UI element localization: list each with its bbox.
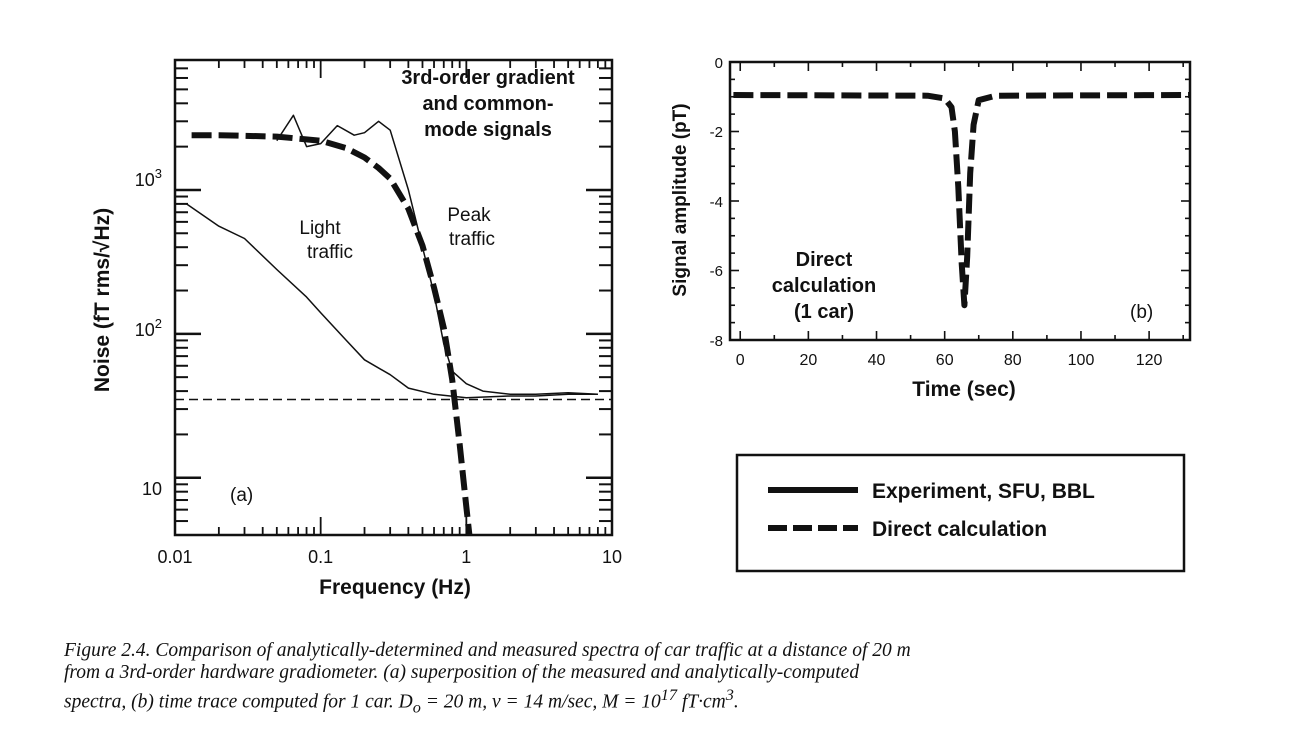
panel-b-ytick: -8 [710, 333, 723, 350]
caption-line: spectra, (b) time trace computed for 1 c… [64, 684, 1224, 718]
panel-b-xtick: 60 [936, 352, 954, 369]
panel-a-xtick: 0.01 [157, 547, 192, 567]
panel-a-ytick-exp: 2 [155, 316, 162, 331]
panel-a-xtick: 1 [461, 547, 471, 567]
panel-a-xlabel: Frequency (Hz) [319, 576, 471, 599]
caption-superscript: 3 [725, 686, 734, 704]
caption-superscript: 17 [660, 686, 677, 704]
legend-label: Direct calculation [872, 518, 1047, 541]
panel-a-ylabel: Noise (fT rms/√Hz) [91, 208, 114, 392]
panel-b-series [733, 92, 1191, 309]
panel-b-ytick: 0 [715, 55, 723, 72]
panel-a-ytick: 10 [142, 479, 162, 499]
panel-a-annotation: Peak [447, 205, 491, 226]
panel-b-annotation: (1 car) [794, 301, 854, 323]
panel-b-ytick: -6 [710, 263, 723, 280]
caption-text: . [733, 691, 739, 713]
panel-a-ytick-base: 10 [135, 170, 155, 190]
panel-a: 0.01 0.1 1 10 10 102 103 Frequency (Hz) … [91, 58, 622, 599]
panel-a-ytick: 103 [135, 166, 162, 190]
panel-a-label: (a) [230, 485, 253, 506]
panel-b-xtick: 120 [1136, 352, 1163, 369]
panel-b-label: (b) [1130, 302, 1153, 323]
panel-b-ytick: -4 [710, 194, 723, 211]
legend-frame [735, 453, 1186, 573]
legend: Experiment, SFU, BBL Direct calculation [735, 453, 1186, 573]
panel-b-annotation: Direct [796, 249, 853, 271]
panel-a-ytick-base: 10 [135, 320, 155, 340]
series-a-thin-solid-line [186, 203, 598, 399]
caption-text: Comparison of analytically-determined an… [155, 640, 911, 661]
caption-text: from a 3rd-order hardware gradiometer. (… [64, 662, 860, 683]
panel-a-ticks [174, 59, 612, 536]
panel-b-ticks [730, 61, 1190, 341]
panel-b-xtick: 80 [1004, 352, 1022, 369]
panel-a-ytick-base: 10 [142, 479, 162, 499]
caption-line: from a 3rd-order hardware gradiometer. (… [64, 662, 1224, 684]
series-a-thin-solid-line [276, 114, 598, 396]
caption-line: Figure 2.4. Comparison of analytically-d… [64, 640, 1224, 662]
panel-a-ytick: 102 [135, 316, 162, 340]
panel-a-series [175, 114, 612, 536]
panel-b: 0 -2 -4 -6 -8 0 20 40 60 80 100 120 Time… [670, 55, 1192, 401]
panel-a-annotation: Light [299, 218, 341, 239]
series-a-thick-dashed-line [191, 132, 473, 536]
legend-label: Experiment, SFU, BBL [872, 480, 1095, 503]
panel-b-ytick: -2 [710, 124, 723, 141]
caption-text: spectra, (b) time trace computed for 1 c… [64, 691, 413, 713]
caption-figure-label: Figure 2.4. [64, 640, 151, 661]
panel-a-xtick: 0.1 [308, 547, 333, 567]
panel-a-annotation: and common- [422, 93, 553, 115]
caption-subscript: o [412, 698, 421, 717]
series-b-thick-dashed-line [733, 92, 1191, 309]
panel-b-xtick: 100 [1068, 352, 1095, 369]
panel-a-annotation: 3rd-order gradient [401, 67, 575, 89]
panel-b-annotation: calculation [772, 275, 876, 297]
panel-a-annotation: traffic [307, 242, 353, 263]
panel-b-xlabel: Time (sec) [912, 378, 1016, 401]
panel-a-xtick: 10 [602, 547, 622, 567]
panel-a-frame [173, 58, 614, 537]
panel-b-xtick: 20 [800, 352, 818, 369]
panel-a-annotation: traffic [449, 229, 495, 250]
figure-caption: Figure 2.4. Comparison of analytically-d… [64, 640, 1224, 718]
panel-b-ylabel: Signal amplitude (pT) [670, 103, 691, 296]
caption-text: fT·cm [677, 691, 726, 713]
figure: 0.01 0.1 1 10 10 102 103 Frequency (Hz) … [91, 55, 1192, 599]
caption-text: = 20 m, v = 14 m/sec, M = 10 [420, 691, 661, 713]
panel-a-annotation: mode signals [424, 119, 552, 141]
panel-b-xtick: 0 [736, 352, 745, 369]
panel-a-ytick-exp: 3 [155, 166, 162, 181]
panel-b-xtick: 40 [868, 352, 886, 369]
